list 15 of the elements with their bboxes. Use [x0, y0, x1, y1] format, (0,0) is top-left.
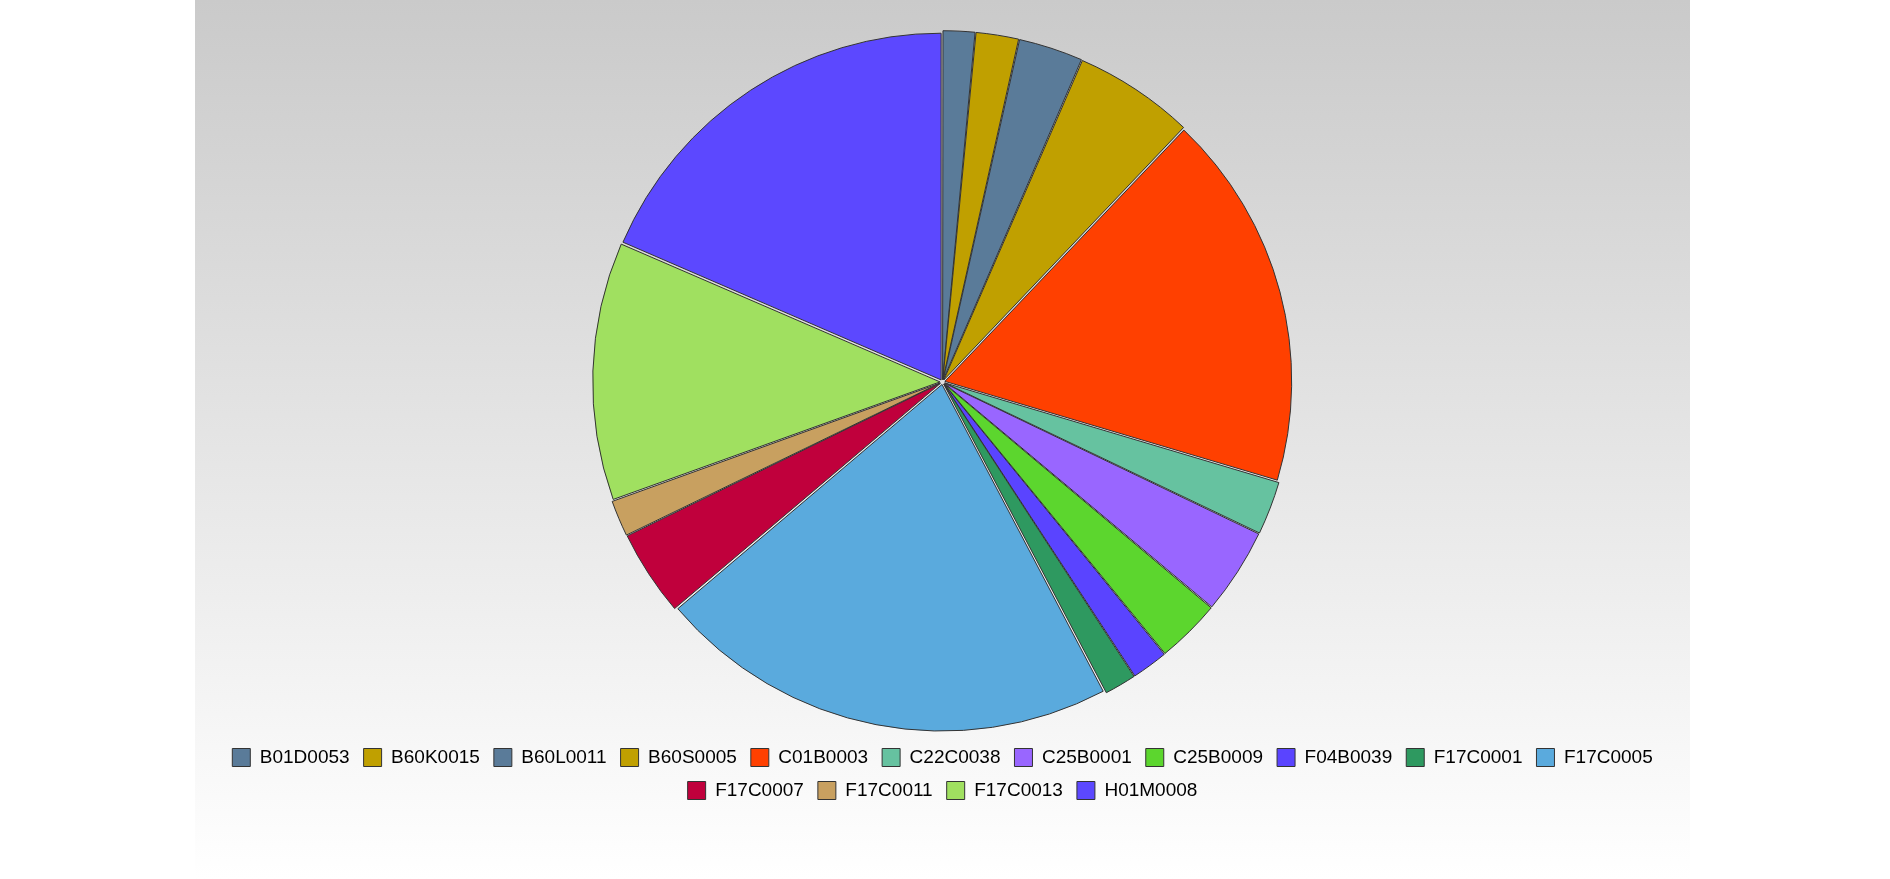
legend-label: B60S0005 — [648, 745, 737, 767]
legend-label: F17C0005 — [1563, 745, 1653, 767]
legend-label: C25B0001 — [1041, 745, 1132, 767]
legend-label: F04B0039 — [1304, 745, 1393, 767]
legend-label: F17C0007 — [715, 778, 804, 800]
legend-label: B01D0053 — [259, 745, 350, 767]
legend-label: B60K0015 — [391, 745, 480, 767]
legend-label: H01M0008 — [1104, 778, 1198, 800]
legend-label: F17C0001 — [1433, 745, 1523, 767]
legend-label: C01B0003 — [778, 745, 869, 767]
legend-label: F17C0013 — [974, 778, 1063, 800]
legend-label: B60L0011 — [521, 745, 607, 767]
legend-label: C25B0009 — [1173, 745, 1264, 767]
legend-label: C22C0038 — [909, 745, 1001, 767]
legend-label: F17C0011 — [845, 778, 933, 800]
